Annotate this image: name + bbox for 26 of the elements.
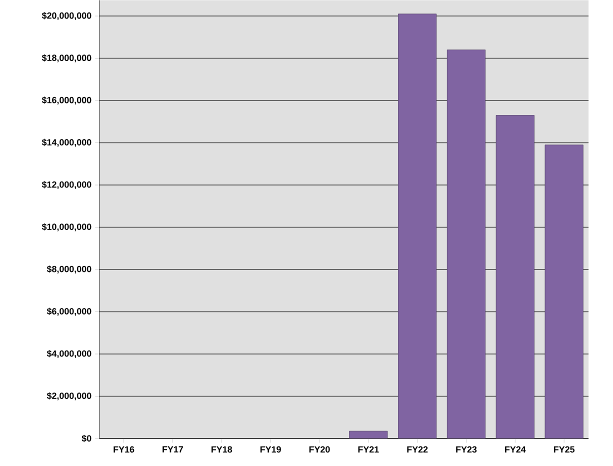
y-tick-label: $16,000,000 — [42, 96, 92, 104]
x-tick-label: FY24 — [505, 446, 526, 452]
y-tick-label: $10,000,000 — [42, 223, 92, 232]
y-tick-label: $0 — [82, 434, 92, 442]
y-tick-label: $8,000,000 — [46, 265, 92, 274]
x-tick-label: FY22 — [407, 446, 428, 452]
x-tick-label: FY25 — [554, 446, 575, 452]
y-tick-label: $4,000,000 — [46, 350, 92, 358]
x-tick-label: FY21 — [358, 446, 379, 452]
y-tick-label: $2,000,000 — [46, 392, 92, 400]
x-tick-label: FY17 — [162, 446, 184, 452]
x-tick-label: FY18 — [212, 446, 232, 452]
y-tick-label: $20,000,000 — [42, 12, 92, 20]
x-tick-label: FY16 — [114, 446, 134, 452]
x-tick-label: FY23 — [456, 446, 477, 452]
bar — [446, 49, 486, 438]
bar — [544, 144, 584, 438]
bar — [398, 14, 437, 438]
bar — [349, 430, 388, 438]
bar — [496, 114, 534, 438]
y-tick-label: $14,000,000 — [42, 138, 92, 147]
y-tick-label: $6,000,000 — [46, 308, 92, 316]
y-tick-label: $12,000,000 — [42, 180, 92, 189]
y-tick-label: $18,000,000 — [42, 54, 92, 62]
x-tick-label: FY19 — [260, 446, 281, 452]
x-tick-label: FY20 — [309, 446, 330, 452]
